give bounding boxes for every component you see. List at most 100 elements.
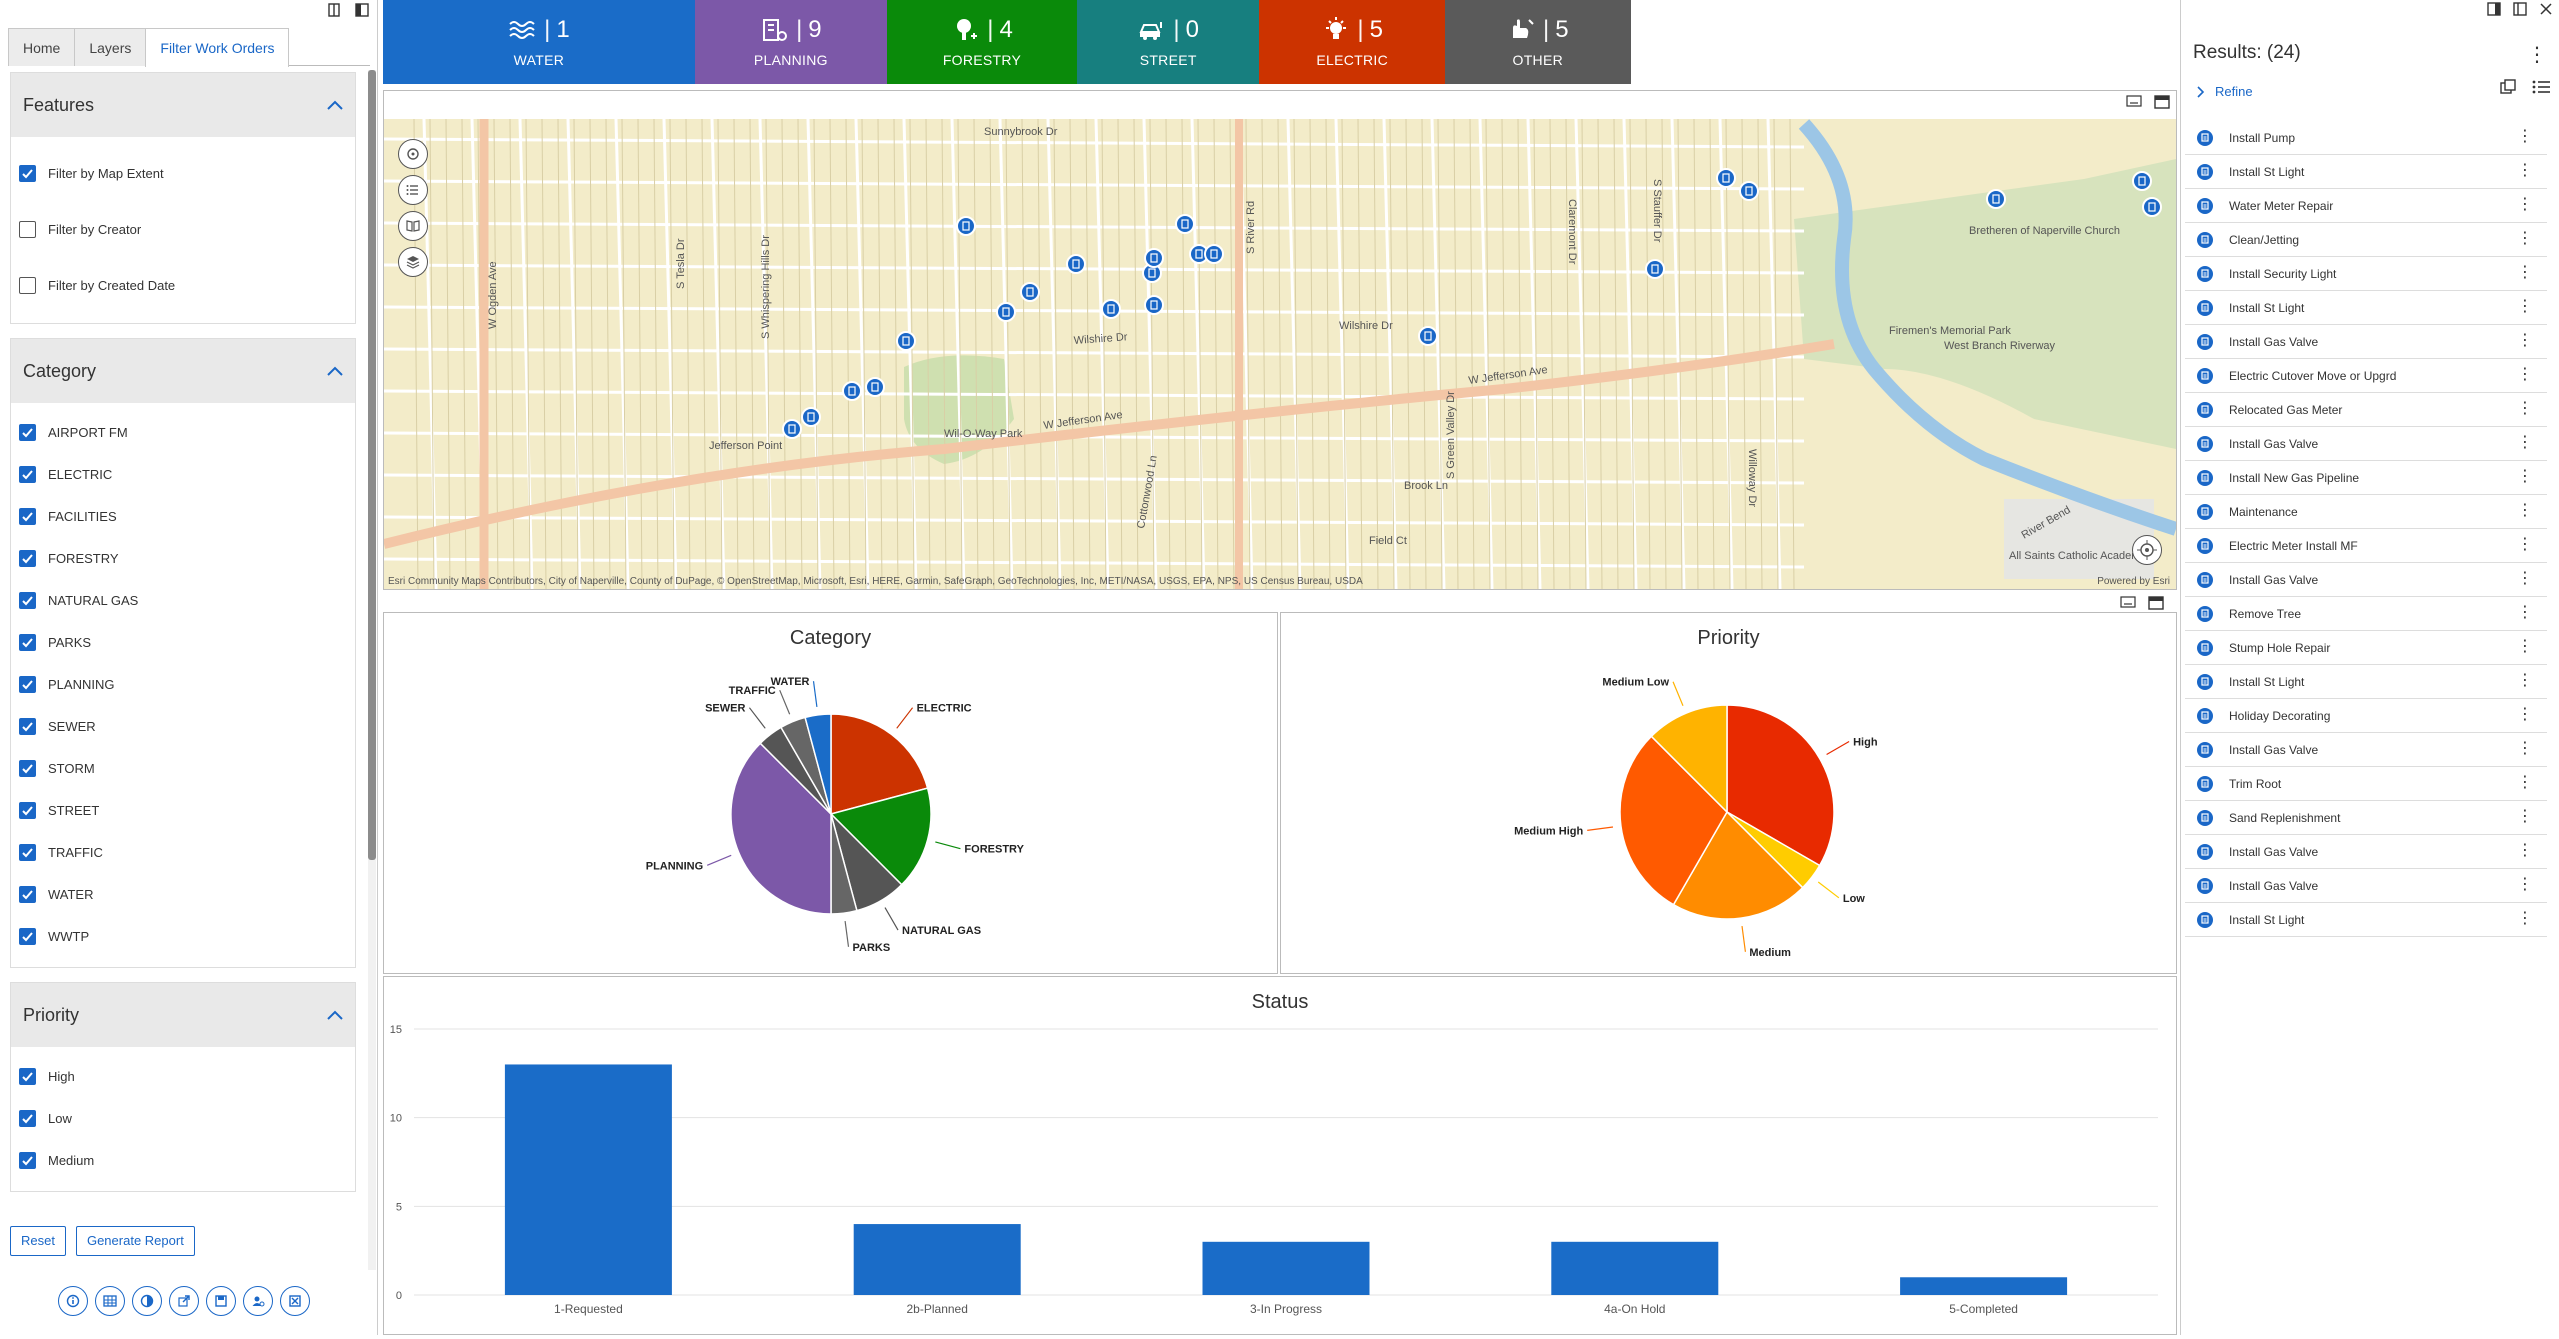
more-options-icon[interactable]: ⋮ bbox=[2517, 434, 2533, 451]
more-options-icon[interactable]: ⋮ bbox=[2527, 44, 2547, 66]
minimize-icon[interactable] bbox=[2126, 95, 2142, 107]
result-item[interactable]: Trim Root ⋮ bbox=[2185, 767, 2547, 801]
more-options-icon[interactable]: ⋮ bbox=[2517, 910, 2533, 927]
left-scrollbar[interactable] bbox=[368, 70, 376, 1270]
category-filter-row[interactable]: WWTP bbox=[11, 915, 355, 957]
result-item[interactable]: Install Gas Valve ⋮ bbox=[2185, 427, 2547, 461]
bookmark-icon[interactable] bbox=[398, 211, 428, 241]
pie-slice[interactable] bbox=[829, 787, 932, 886]
more-options-icon[interactable]: ⋮ bbox=[2517, 502, 2533, 519]
category-checkbox[interactable] bbox=[19, 465, 36, 483]
dock-icon[interactable] bbox=[327, 2, 341, 18]
category-checkbox[interactable] bbox=[19, 717, 36, 735]
more-options-icon[interactable]: ⋮ bbox=[2517, 842, 2533, 859]
powered-by-esri[interactable]: Powered by Esri bbox=[2097, 576, 2170, 587]
priority-filter-row[interactable]: High bbox=[11, 1055, 355, 1097]
more-options-icon[interactable]: ⋮ bbox=[2517, 706, 2533, 723]
work-order-pin[interactable] bbox=[1739, 181, 1759, 201]
result-item[interactable]: Remove Tree ⋮ bbox=[2185, 597, 2547, 631]
category-checkbox[interactable] bbox=[19, 801, 36, 819]
result-item[interactable]: Install Pump ⋮ bbox=[2185, 121, 2547, 155]
user-location-icon[interactable] bbox=[243, 1286, 273, 1316]
maximize-icon[interactable] bbox=[2148, 596, 2164, 610]
result-item[interactable]: Install Gas Valve ⋮ bbox=[2185, 869, 2547, 903]
priority-checkbox[interactable] bbox=[19, 1109, 36, 1127]
result-item[interactable]: Clean/Jetting ⋮ bbox=[2185, 223, 2547, 257]
work-order-pin[interactable] bbox=[1645, 259, 1665, 279]
result-item[interactable]: Install New Gas Pipeline ⋮ bbox=[2185, 461, 2547, 495]
more-options-icon[interactable]: ⋮ bbox=[2517, 298, 2533, 315]
priority-checkbox[interactable] bbox=[19, 1151, 36, 1169]
work-order-pin[interactable] bbox=[1101, 299, 1121, 319]
work-order-pin[interactable] bbox=[1066, 254, 1086, 274]
result-item[interactable]: Install St Light ⋮ bbox=[2185, 903, 2547, 937]
pie-slice[interactable] bbox=[804, 713, 832, 815]
more-options-icon[interactable]: ⋮ bbox=[2517, 536, 2533, 553]
result-item[interactable]: Install St Light ⋮ bbox=[2185, 291, 2547, 325]
feature-filter-row[interactable]: Filter by Creator bbox=[11, 201, 355, 257]
work-order-pin[interactable] bbox=[1020, 282, 1040, 302]
status-bar[interactable] bbox=[1202, 1241, 1370, 1295]
category-checkbox[interactable] bbox=[19, 843, 36, 861]
work-order-pin[interactable] bbox=[842, 381, 862, 401]
more-options-icon[interactable]: ⋮ bbox=[2517, 332, 2533, 349]
more-options-icon[interactable]: ⋮ bbox=[2517, 740, 2533, 757]
more-options-icon[interactable]: ⋮ bbox=[2517, 264, 2533, 281]
more-options-icon[interactable]: ⋮ bbox=[2517, 128, 2533, 145]
result-item[interactable]: Stump Hole Repair ⋮ bbox=[2185, 631, 2547, 665]
result-item[interactable]: Electric Cutover Move or Upgrd ⋮ bbox=[2185, 359, 2547, 393]
tab-layers[interactable]: Layers bbox=[74, 28, 147, 66]
chevron-up-icon[interactable] bbox=[327, 100, 343, 110]
pie-slice[interactable] bbox=[1726, 704, 1835, 867]
result-item[interactable]: Relocated Gas Meter ⋮ bbox=[2185, 393, 2547, 427]
work-order-pin[interactable] bbox=[896, 331, 916, 351]
work-order-pin[interactable] bbox=[801, 407, 821, 427]
category-checkbox[interactable] bbox=[19, 549, 36, 567]
result-item[interactable]: Install Gas Valve ⋮ bbox=[2185, 835, 2547, 869]
scrollbar-thumb[interactable] bbox=[368, 70, 376, 860]
work-order-pin[interactable] bbox=[1986, 189, 2006, 209]
more-options-icon[interactable]: ⋮ bbox=[2517, 230, 2533, 247]
tile-water[interactable]: | 1 WATER bbox=[383, 0, 695, 84]
work-order-pin[interactable] bbox=[956, 216, 976, 236]
result-item[interactable]: Install St Light ⋮ bbox=[2185, 665, 2547, 699]
category-checkbox[interactable] bbox=[19, 885, 36, 903]
pie-slice[interactable] bbox=[1619, 735, 1728, 906]
category-checkbox[interactable] bbox=[19, 927, 36, 945]
tile-electric[interactable]: | 5 ELECTRIC bbox=[1259, 0, 1446, 84]
category-header[interactable]: Category bbox=[11, 339, 355, 403]
feature-checkbox[interactable] bbox=[19, 220, 36, 238]
maximize-icon[interactable] bbox=[2154, 95, 2170, 109]
minimize-icon[interactable] bbox=[2120, 596, 2136, 608]
tile-planning[interactable]: | 9 PLANNING bbox=[694, 0, 887, 84]
copy-icon[interactable] bbox=[2499, 78, 2517, 96]
feature-checkbox[interactable] bbox=[19, 276, 36, 294]
more-options-icon[interactable]: ⋮ bbox=[2517, 468, 2533, 485]
work-order-pin[interactable] bbox=[1204, 244, 1224, 264]
pie-slice[interactable] bbox=[1672, 810, 1804, 920]
more-options-icon[interactable]: ⋮ bbox=[2517, 400, 2533, 417]
work-order-pin[interactable] bbox=[1716, 168, 1736, 188]
more-options-icon[interactable]: ⋮ bbox=[2517, 162, 2533, 179]
export-icon[interactable] bbox=[280, 1286, 310, 1316]
category-filter-row[interactable]: FORESTRY bbox=[11, 537, 355, 579]
more-options-icon[interactable]: ⋮ bbox=[2517, 638, 2533, 655]
priority-checkbox[interactable] bbox=[19, 1067, 36, 1085]
pie-slice[interactable] bbox=[830, 713, 929, 815]
category-filter-row[interactable]: PLANNING bbox=[11, 663, 355, 705]
work-order-pin[interactable] bbox=[1144, 248, 1164, 268]
work-order-pin[interactable] bbox=[782, 419, 802, 439]
tile-other[interactable]: | 5 OTHER bbox=[1445, 0, 1631, 84]
work-order-pin[interactable] bbox=[1144, 295, 1164, 315]
home-extent-icon[interactable] bbox=[398, 139, 428, 169]
result-item[interactable]: Water Meter Repair ⋮ bbox=[2185, 189, 2547, 223]
result-item[interactable]: Holiday Decorating ⋮ bbox=[2185, 699, 2547, 733]
pie-slice[interactable] bbox=[730, 742, 832, 915]
priority-filter-row[interactable]: Low bbox=[11, 1097, 355, 1139]
category-filter-row[interactable]: STREET bbox=[11, 789, 355, 831]
feature-filter-row[interactable]: Filter by Map Extent bbox=[11, 145, 355, 201]
table-icon[interactable] bbox=[95, 1286, 125, 1316]
refine-toggle[interactable]: Refine bbox=[2197, 84, 2253, 99]
category-checkbox[interactable] bbox=[19, 507, 36, 525]
more-options-icon[interactable]: ⋮ bbox=[2517, 196, 2533, 213]
